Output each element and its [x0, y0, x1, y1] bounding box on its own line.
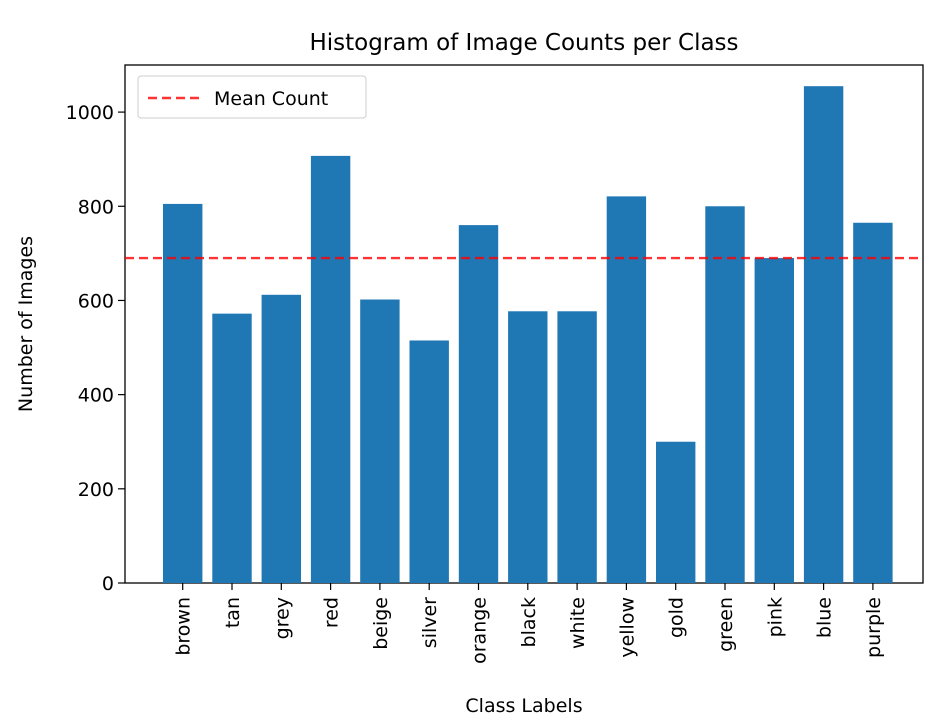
x-tick-label-yellow: yellow [616, 597, 638, 658]
x-tick-label-grey: grey [271, 597, 293, 639]
bar-pink [754, 258, 794, 583]
y-tick-label-0: 0 [102, 573, 114, 595]
bar-beige [360, 299, 400, 583]
bar-purple [853, 222, 893, 583]
bar-gold [656, 441, 696, 583]
x-tick-label-black: black [518, 597, 540, 647]
chart-title: Histogram of Image Counts per Class [309, 30, 738, 56]
x-tick-label-orange: orange [469, 597, 491, 664]
y-axis: 0 200 400 600 800 1000 [66, 102, 125, 595]
bar-white [557, 311, 597, 583]
y-tick-label-400: 400 [78, 385, 114, 407]
x-tick-label-gold: gold [666, 597, 688, 638]
y-axis-label: Number of Images [15, 236, 37, 412]
bar-yellow [606, 196, 647, 583]
bar-grey [261, 294, 301, 583]
legend-label-mean-count: Mean Count [214, 88, 328, 110]
x-axis: brown tan grey red beige silver orange black whi… [173, 583, 885, 664]
x-tick-label-brown: brown [173, 597, 195, 656]
x-axis-label: Class Labels [465, 695, 582, 717]
x-tick-label-blue: blue [814, 597, 836, 638]
x-tick-label-green: green [715, 597, 737, 652]
y-tick-label-600: 600 [78, 290, 114, 312]
x-tick-label-pink: pink [764, 597, 786, 637]
bar-blue [803, 86, 844, 583]
y-tick-label-1000: 1000 [66, 102, 114, 124]
bar-tan [212, 313, 252, 583]
bar-green [705, 206, 745, 584]
x-tick-label-beige: beige [370, 597, 392, 650]
bar-brown [163, 203, 203, 583]
x-tick-label-tan: tan [222, 597, 244, 628]
x-tick-label-silver: silver [419, 597, 441, 648]
legend-box [137, 75, 367, 119]
x-tick-label-white: white [567, 597, 589, 649]
x-tick-label-purple: purple [863, 597, 885, 658]
plot-area: 0 200 400 600 800 1000 brown tan grey red beige si… [66, 64, 924, 664]
bar-silver [409, 340, 449, 583]
legend: Mean Count [137, 75, 367, 119]
y-tick-label-200: 200 [78, 479, 114, 501]
bar-red [310, 155, 351, 584]
bars-group [163, 86, 893, 584]
bar-orange [458, 225, 499, 584]
y-tick-label-800: 800 [78, 196, 114, 218]
bar-black [508, 311, 548, 583]
x-tick-label-red: red [321, 597, 343, 628]
